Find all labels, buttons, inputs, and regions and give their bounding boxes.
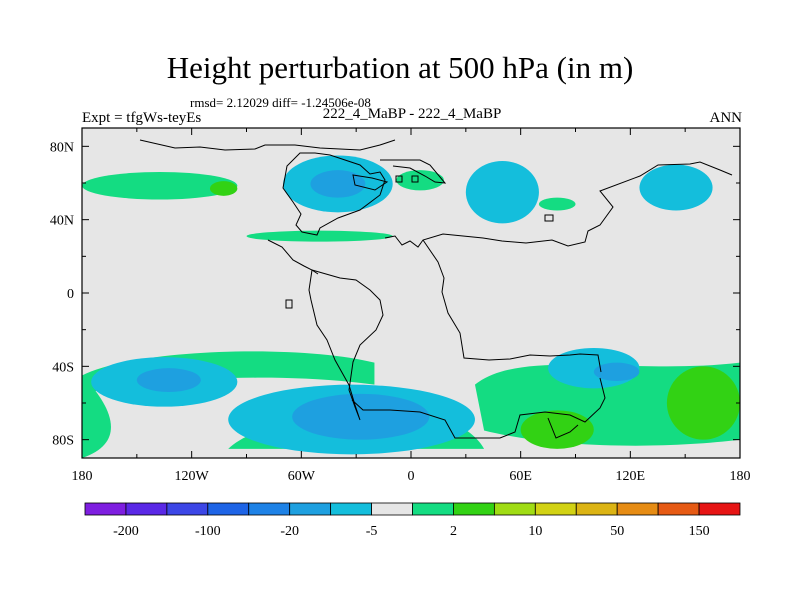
colorbar-swatch xyxy=(657,502,700,516)
blob-indian-ocean-core xyxy=(593,362,640,382)
colorbar-swatch xyxy=(575,502,618,516)
stats-label: rmsd= 2.12029 diff= -1.24506e-08 xyxy=(190,95,371,110)
blob-europe-green xyxy=(396,170,444,191)
blob-south-pacific-core xyxy=(666,366,740,440)
colorbar-label: 2 xyxy=(450,524,457,539)
blob-south-atlantic-green-west xyxy=(82,375,111,458)
blob-asia-green xyxy=(538,197,576,211)
y-tick-label: 80N xyxy=(50,140,74,155)
colorbar-label: 150 xyxy=(689,524,710,539)
contour-fill-layer xyxy=(82,155,740,458)
colorbar-swatch xyxy=(453,502,495,516)
colorbar-swatch xyxy=(412,502,454,516)
colorbar-swatch xyxy=(248,502,291,516)
blob-asia-blue xyxy=(465,161,539,224)
x-tick-label: 180 xyxy=(72,469,93,484)
colorbar-label: -5 xyxy=(366,524,378,539)
colorbar: -200 -100 -20 -5 2 10 50 150 xyxy=(84,502,741,539)
colorbar-swatch xyxy=(616,502,659,516)
colorbar-label: -100 xyxy=(195,524,221,539)
coastline-layer xyxy=(139,139,733,439)
colorbar-label: 10 xyxy=(528,524,542,539)
chart-title: Height perturbation at 500 hPa (in m) xyxy=(166,50,634,85)
blob-south-indian-core xyxy=(520,410,594,449)
colorbar-swatch xyxy=(289,502,332,516)
x-tick-label: 120W xyxy=(175,469,210,484)
x-tick-label: 60E xyxy=(509,469,532,484)
season-label: ANN xyxy=(709,110,743,126)
colorbar-swatch xyxy=(330,502,372,516)
case-label: 222_4_MaBP - 222_4_MaBP xyxy=(322,106,502,122)
colorbar-label: 50 xyxy=(610,524,624,539)
y-tick-label: 40N xyxy=(50,214,74,229)
blob-equatorial-pacific-green xyxy=(246,230,393,242)
x-tick-label: 60W xyxy=(288,469,316,484)
colorbar-swatch xyxy=(125,502,168,516)
y-tick-label: 80S xyxy=(52,434,74,449)
y-tick-label: 0 xyxy=(67,287,74,302)
x-tick-label: 180 xyxy=(730,469,751,484)
y-axis: 80N 40N 0 40S 80S xyxy=(50,140,740,449)
blob-southern-ocean-core xyxy=(292,393,430,440)
x-tick-label: 120E xyxy=(616,469,646,484)
x-axis: 180 120W 60W 0 60E 120E 180 xyxy=(72,128,751,484)
colorbar-swatch xyxy=(84,502,127,516)
blob-sh-pacific-core xyxy=(136,368,201,393)
colorbar-label: -200 xyxy=(113,524,139,539)
y-tick-label: 40S xyxy=(52,360,74,375)
colorbar-swatch xyxy=(166,502,209,516)
blob-n-america-atlantic-core xyxy=(310,170,366,198)
blob-npacific-blue xyxy=(639,164,713,211)
colorbar-label: -20 xyxy=(280,524,299,539)
colorbar-swatch xyxy=(534,502,577,516)
colorbar-swatch xyxy=(698,502,741,516)
x-tick-label: 0 xyxy=(408,469,415,484)
blob-na-pacific-core xyxy=(209,181,238,196)
experiment-label: Expt = tfgWs-teyEs xyxy=(82,110,202,126)
colorbar-swatch xyxy=(371,502,413,516)
blob-na-pacific-green xyxy=(82,172,238,200)
colorbar-swatch xyxy=(207,502,250,516)
colorbar-swatch xyxy=(493,502,536,516)
